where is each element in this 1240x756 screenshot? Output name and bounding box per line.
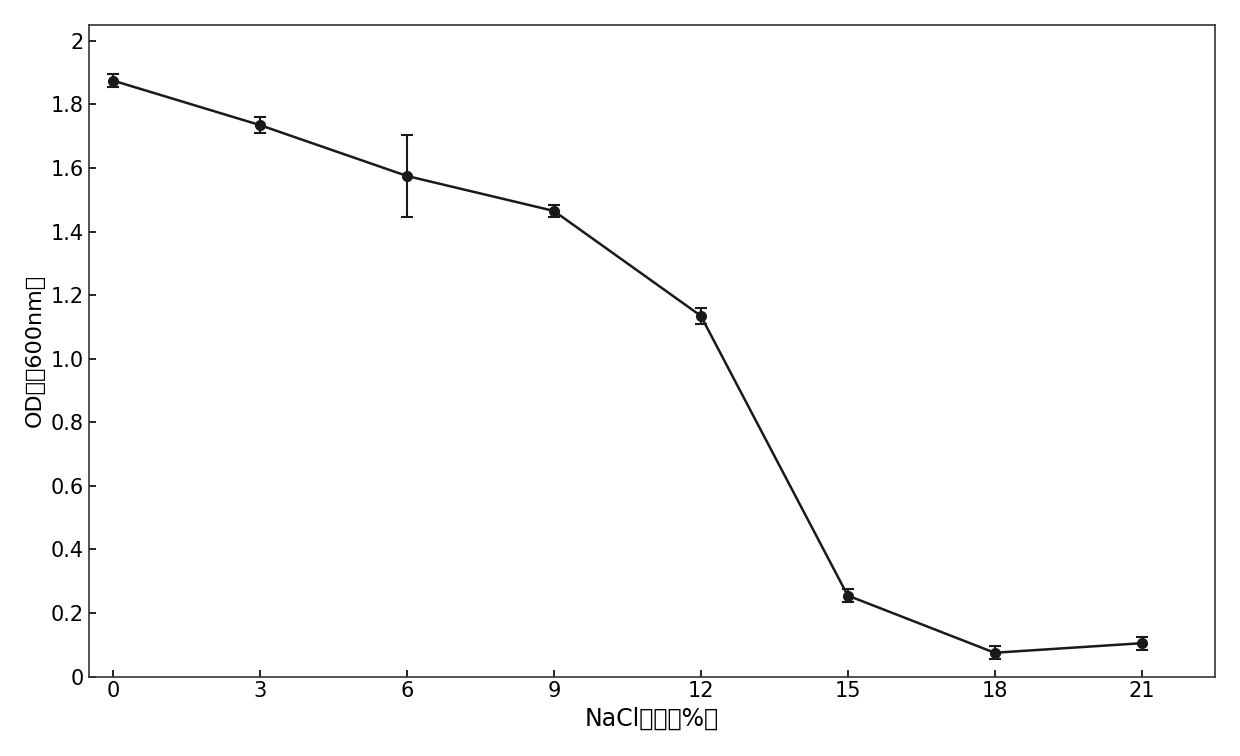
X-axis label: NaCl浓度（%）: NaCl浓度（%） — [585, 707, 719, 731]
Y-axis label: OD値（600nm）: OD値（600nm） — [25, 274, 45, 427]
